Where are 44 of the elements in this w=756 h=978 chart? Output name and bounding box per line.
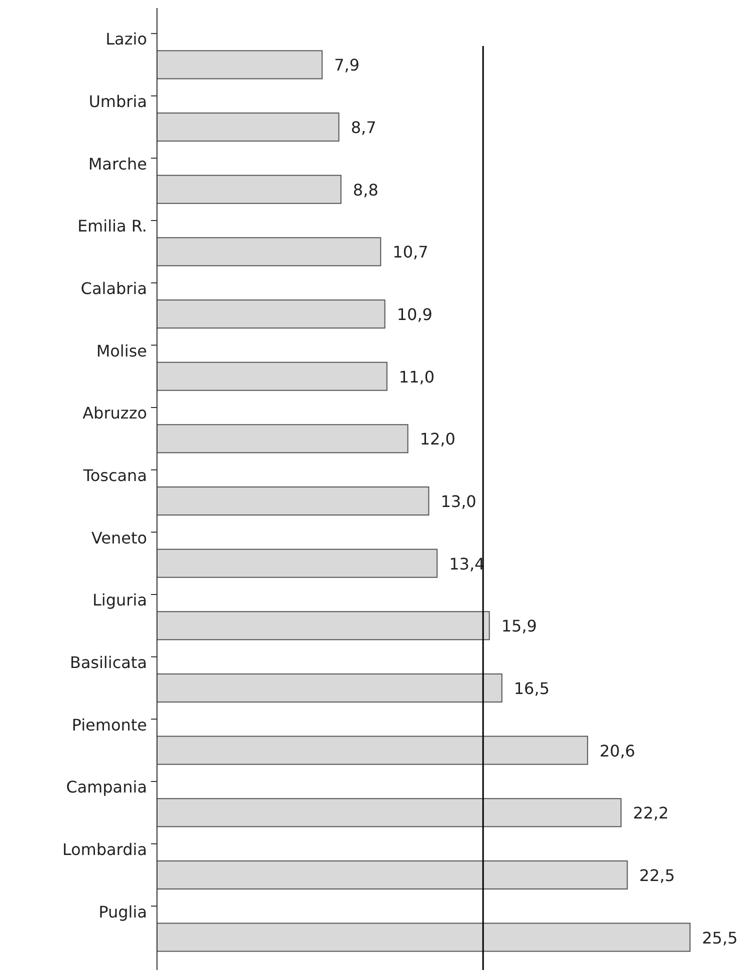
data-label: 10,7 xyxy=(392,242,428,262)
data-label: 16,5 xyxy=(514,678,550,698)
data-label: 10,9 xyxy=(396,305,432,324)
bar xyxy=(156,922,690,952)
y-tick-label: Veneto xyxy=(91,528,147,548)
data-label: 12,0 xyxy=(420,430,456,449)
y-tick-label: Molise xyxy=(96,341,147,360)
bar xyxy=(156,673,502,702)
bar xyxy=(156,50,323,80)
bar xyxy=(156,486,430,516)
data-label: 20,6 xyxy=(600,741,636,760)
data-label: 22,5 xyxy=(639,866,675,885)
bar xyxy=(156,611,490,640)
data-label: 8,8 xyxy=(352,180,378,200)
bar xyxy=(156,174,342,204)
bar xyxy=(156,860,628,890)
y-tick-label: Basilicata xyxy=(70,652,147,672)
y-tick-label: Marche xyxy=(88,154,147,174)
y-tick-label: Abruzzo xyxy=(82,404,147,423)
bar xyxy=(156,237,382,266)
y-tick-label: Liguria xyxy=(92,590,147,610)
y-tick-label: Campania xyxy=(66,778,147,797)
data-label: 11,0 xyxy=(398,367,435,386)
data-label: 15,9 xyxy=(501,616,537,636)
bar xyxy=(156,548,438,578)
bar xyxy=(156,424,408,454)
y-tick-label: Lombardia xyxy=(62,840,147,859)
y-tick-label: Emilia R. xyxy=(77,216,147,236)
bar xyxy=(156,300,386,329)
bar xyxy=(156,362,388,391)
y-tick-label: Umbria xyxy=(88,92,147,112)
data-label: 22,2 xyxy=(633,804,669,823)
bar xyxy=(156,736,588,765)
bar xyxy=(156,798,622,828)
y-tick-label: Lazio xyxy=(106,30,147,49)
data-label: 8,7 xyxy=(350,118,376,138)
data-label: 13,0 xyxy=(440,492,476,511)
y-tick-label: Toscana xyxy=(82,466,147,485)
data-label: 25,5 xyxy=(702,928,738,948)
y-tick-label: Piemonte xyxy=(72,715,147,734)
y-tick-label: Calabria xyxy=(80,279,147,298)
bar xyxy=(156,112,340,142)
data-label: 7,9 xyxy=(334,56,360,75)
y-tick-label: Puglia xyxy=(98,902,147,922)
